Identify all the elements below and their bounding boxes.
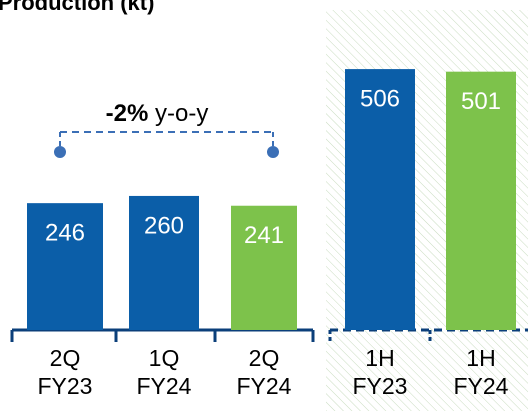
value-label: 260 (144, 212, 184, 239)
bar (129, 195, 199, 330)
bracket-dot (54, 146, 66, 158)
annotation: -2% y-o-y (106, 100, 209, 127)
x-tick-label: 2Q (249, 345, 280, 371)
x-tick-label: 1H (365, 345, 394, 371)
x-tick-label: 1H (466, 345, 495, 371)
bar (446, 71, 516, 330)
bar (27, 203, 103, 330)
x-tick-label: FY23 (353, 373, 408, 399)
value-label: 246 (45, 220, 85, 247)
annotation-bold: -2% (106, 100, 149, 127)
value-label: 241 (244, 222, 284, 249)
x-tick-label: 1Q (149, 345, 180, 371)
bracket-dot (267, 146, 279, 158)
x-tick-label: FY24 (137, 373, 192, 399)
x-tick-label: 2Q (50, 345, 81, 371)
bar (231, 205, 297, 330)
chart-title: Production (kt) (0, 0, 154, 15)
value-label: 501 (461, 88, 501, 115)
bar (345, 69, 415, 330)
annotation-text: y-o-y (155, 100, 208, 127)
x-tick-label: FY24 (237, 373, 292, 399)
value-label: 506 (360, 85, 400, 112)
x-tick-label: FY24 (454, 373, 509, 399)
x-tick-label: FY23 (38, 373, 93, 399)
